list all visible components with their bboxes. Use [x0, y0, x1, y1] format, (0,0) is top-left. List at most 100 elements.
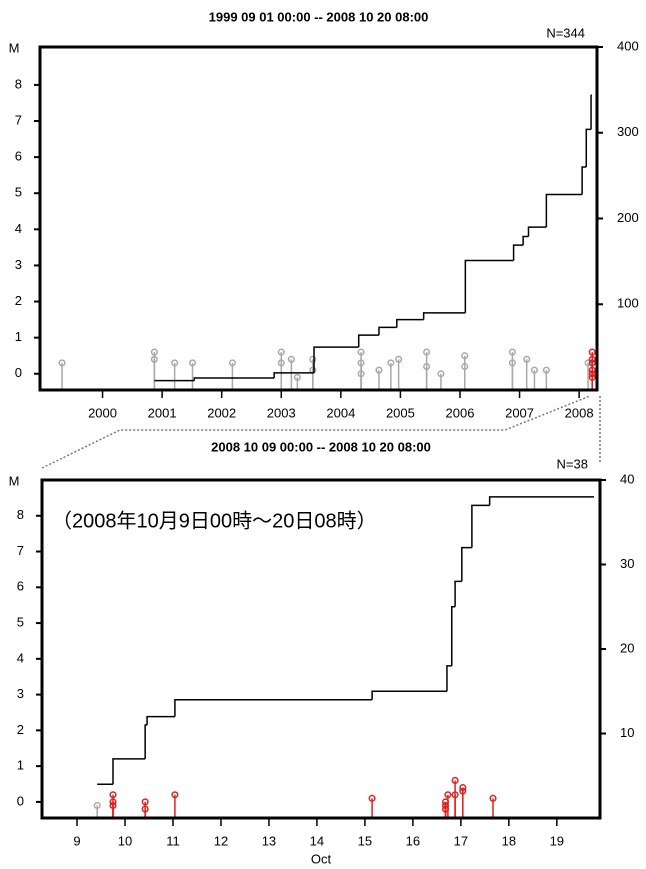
x-tick-label: 12 [214, 833, 228, 848]
cumulative-step [422, 312, 466, 320]
y-tick-label: 4 [15, 221, 22, 236]
cumulative-step [273, 372, 315, 378]
cumulative-step [454, 580, 462, 607]
event-marker [459, 784, 467, 792]
y-tick-label: 3 [17, 686, 24, 701]
event-marker [423, 362, 431, 371]
event-marker [489, 794, 497, 802]
y-tick-label: 7 [15, 112, 22, 127]
event-marker [171, 359, 179, 367]
event-marker [309, 355, 317, 363]
event-marker [588, 348, 596, 356]
sample-count: N=38 [557, 456, 588, 471]
x-tick-label: 19 [550, 833, 564, 848]
cumulative-step [585, 128, 592, 168]
y-tick-label: 0 [17, 793, 24, 808]
x-tick-label: 17 [454, 833, 468, 848]
cumulative-step [471, 504, 490, 548]
x-tick-label: 15 [358, 833, 372, 848]
event-marker [188, 359, 197, 367]
y-tick-label: 1 [17, 758, 24, 773]
event-marker [444, 791, 452, 799]
cumulative-step [193, 377, 275, 381]
event-marker [293, 373, 301, 381]
cumulative-step [527, 226, 547, 237]
x-tick-label: 16 [406, 833, 420, 848]
event-marker [523, 355, 531, 363]
event-marker [451, 776, 459, 784]
y2-tick-label: 40 [620, 471, 634, 486]
event-marker [387, 359, 395, 367]
event-marker [277, 348, 285, 356]
event-marker [508, 348, 516, 356]
x-tick-label: 10 [118, 833, 132, 848]
y-tick-label: 7 [17, 543, 24, 558]
cumulative-step [378, 326, 397, 336]
x-tick-label: 11 [166, 833, 180, 848]
x-axis-label: Oct [311, 851, 332, 866]
event-marker [109, 791, 117, 799]
event-marker [588, 355, 596, 363]
cumulative-step [446, 665, 452, 692]
x-tick-label: 2006 [446, 405, 475, 420]
y-tick-label: 5 [17, 615, 24, 630]
event-marker [109, 801, 117, 810]
event-marker [588, 366, 596, 374]
y2-tick-label: 100 [617, 296, 639, 311]
event-marker [287, 355, 295, 363]
cumulative-step [144, 724, 148, 759]
event-marker [588, 359, 596, 367]
event-marker [461, 362, 469, 371]
cumulative-step [450, 606, 456, 666]
event-marker [141, 805, 149, 813]
event-marker [530, 366, 538, 374]
event-marker [508, 359, 516, 367]
y-tick-label: 2 [15, 293, 22, 308]
x-tick-label: 2000 [88, 405, 117, 420]
x-tick-label: 2002 [207, 405, 236, 420]
x-tick-label: 2007 [505, 405, 534, 420]
cumulative-step [512, 244, 524, 261]
event-marker [277, 359, 285, 367]
x-tick-label: 2003 [267, 405, 296, 420]
chart-title: 2008 10 09 00:00 -- 2008 10 20 08:00 [211, 439, 431, 454]
y-tick-label: 5 [15, 185, 22, 200]
y-tick-label: 3 [15, 257, 22, 272]
chart-title: 1999 09 01 00:00 -- 2008 10 20 08:00 [209, 9, 429, 24]
event-marker [357, 359, 365, 367]
y2-tick-label: 30 [620, 556, 634, 571]
event-marker [437, 370, 445, 378]
y-tick-label: 6 [17, 579, 24, 594]
x-tick-label: 13 [262, 833, 276, 848]
cumulative-step [146, 715, 175, 726]
period-note: （2008年10月9日00時～20日08時） [52, 509, 377, 532]
event-marker [58, 359, 66, 367]
y2-tick-label: 10 [620, 725, 634, 740]
y-tick-label: 8 [17, 507, 24, 522]
event-marker [368, 794, 376, 802]
sample-count: N=344 [546, 25, 585, 40]
x-tick-label: 2001 [148, 405, 177, 420]
cumulative-step [581, 166, 587, 195]
y-tick-label: 4 [17, 650, 24, 665]
event-marker [451, 791, 459, 799]
y-tick-label: 8 [15, 76, 22, 91]
event-marker [109, 798, 117, 806]
x-tick-label: 2008 [565, 405, 594, 420]
zoom-line [41, 395, 591, 469]
event-marker [141, 798, 149, 806]
event-marker [588, 373, 596, 381]
event-marker [93, 801, 101, 810]
cumulative-step [545, 193, 583, 228]
y2-tick-label: 20 [620, 640, 634, 655]
x-tick-label: 9 [73, 833, 80, 848]
event-marker [542, 366, 550, 374]
cumulative-step [522, 235, 529, 246]
y-tick-label: 2 [17, 722, 24, 737]
y-axis-label: M [9, 473, 20, 488]
y-axis-label: M [9, 40, 20, 55]
event-marker [357, 370, 365, 378]
x-tick-label: 14 [310, 833, 324, 848]
cumulative-step [313, 346, 359, 373]
